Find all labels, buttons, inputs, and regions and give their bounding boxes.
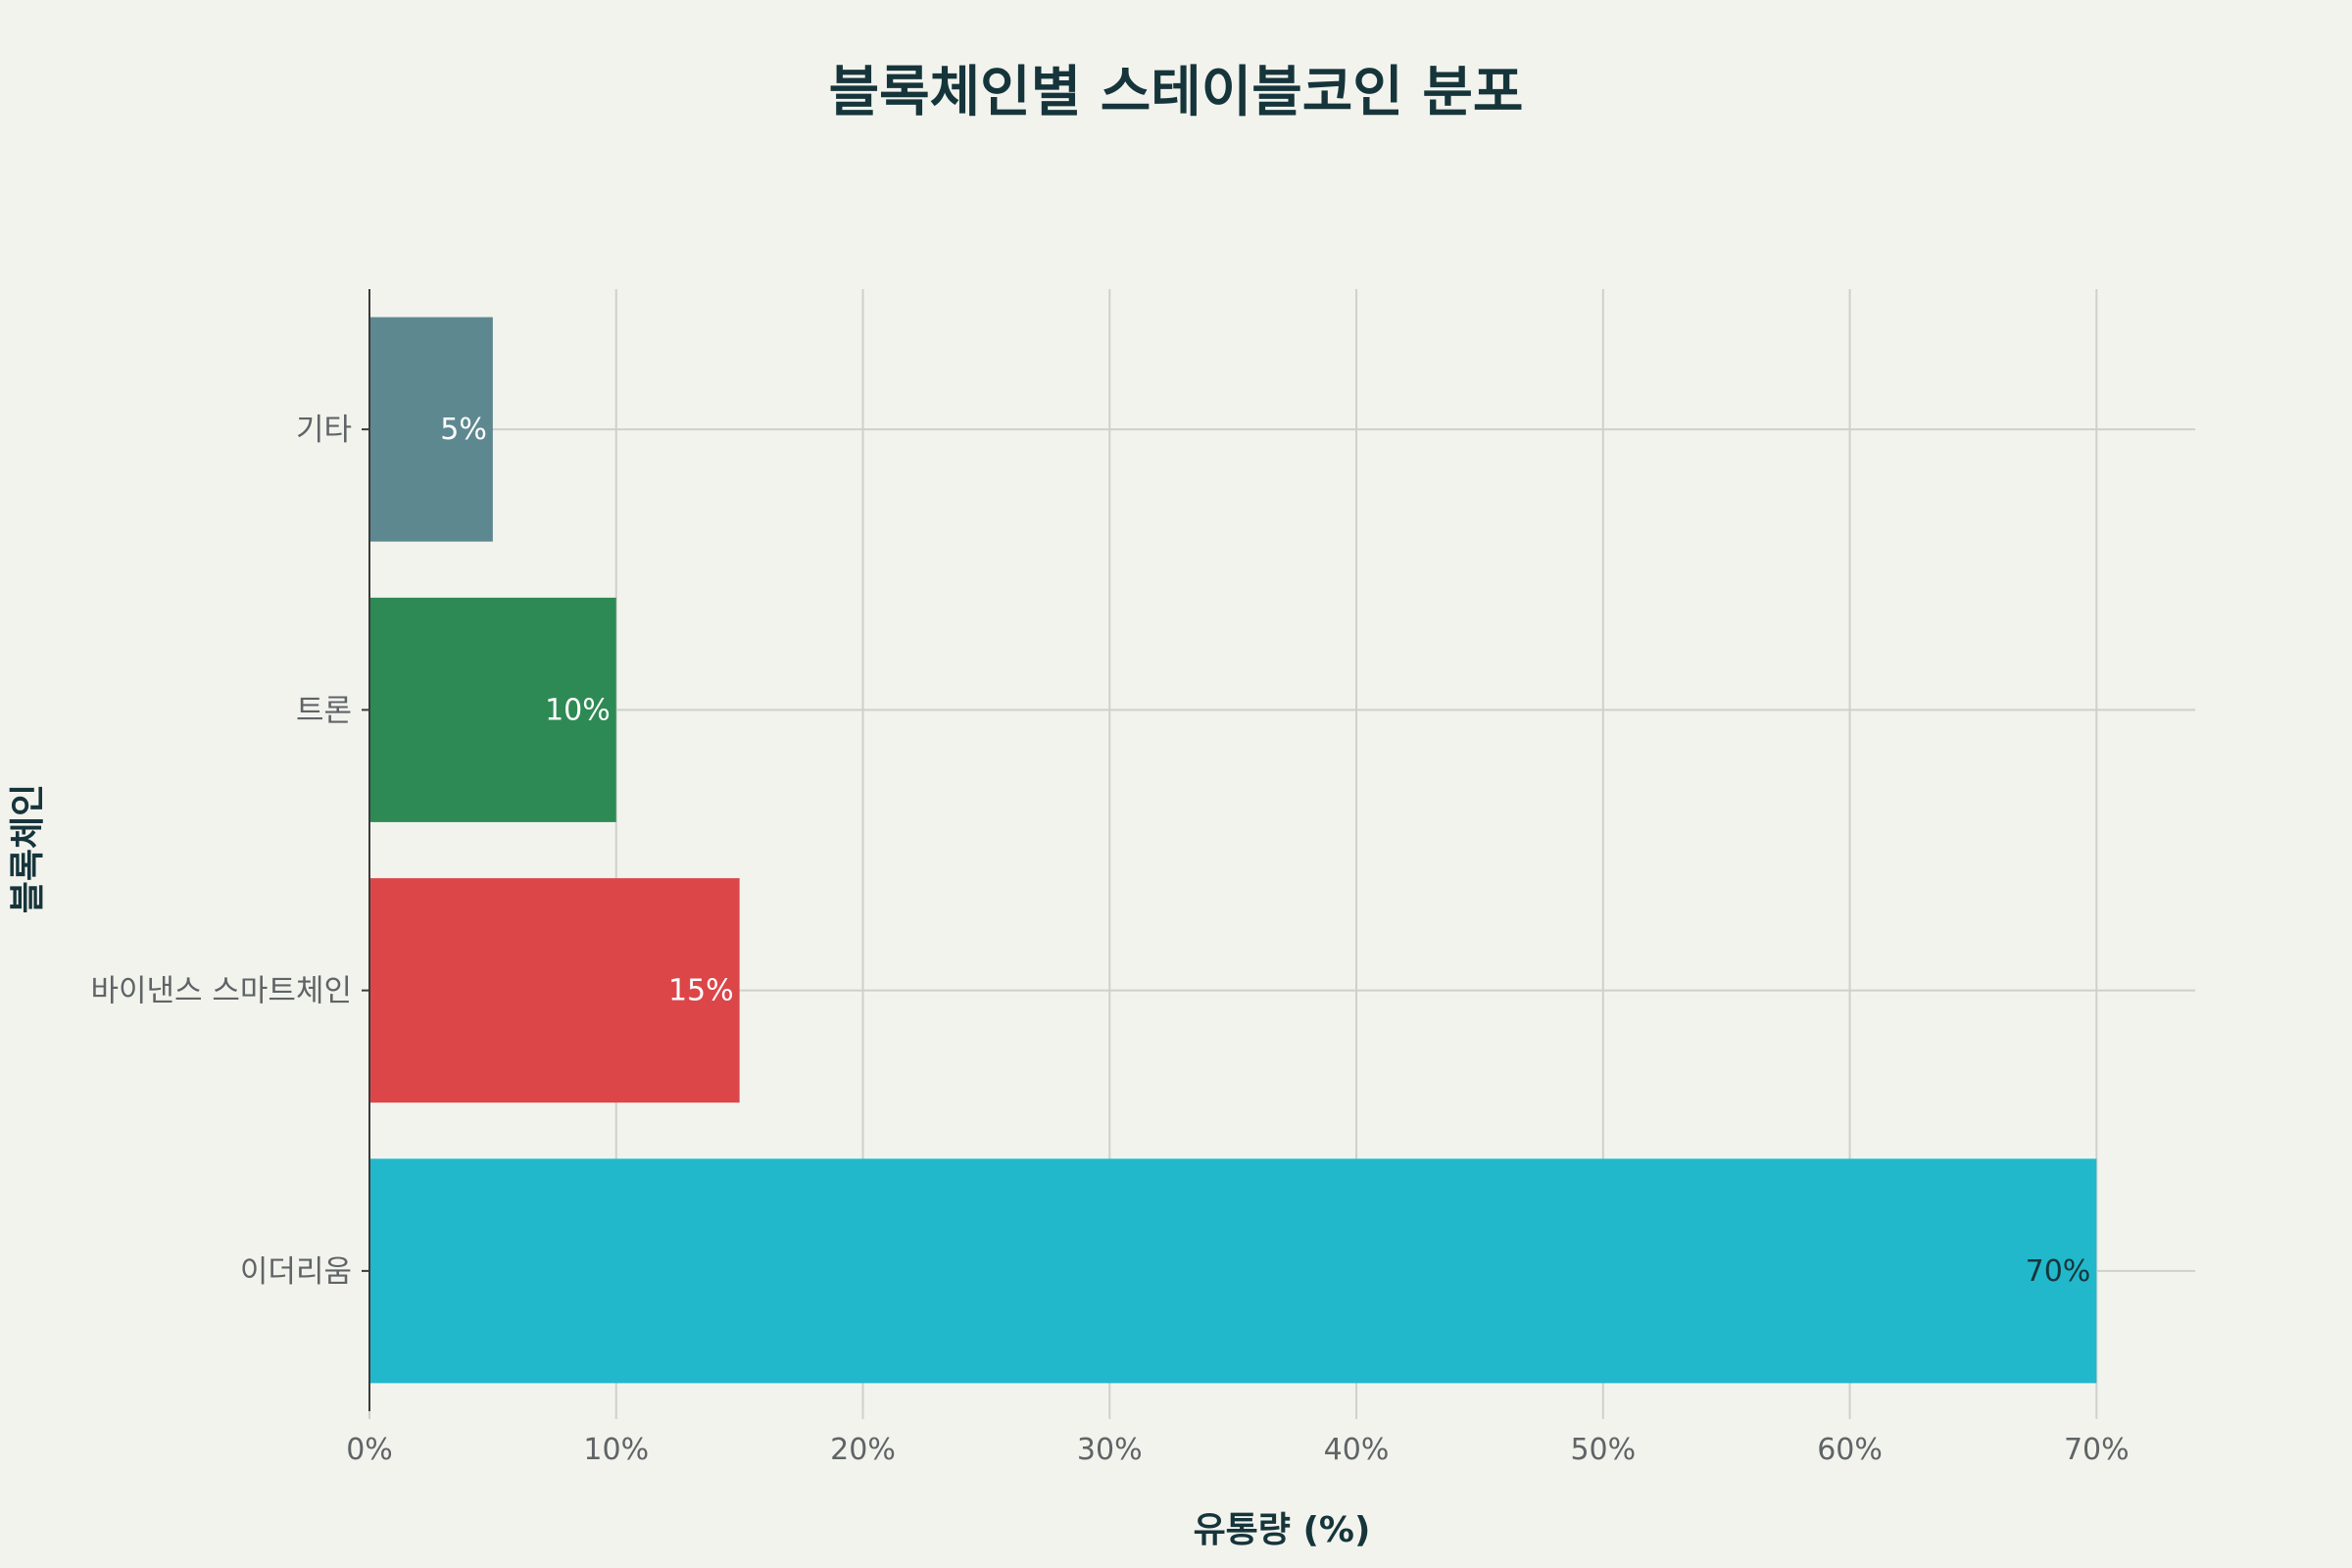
x-tick-label: 60% — [1817, 1433, 1883, 1467]
x-axis-title: 유통량 (%) — [1194, 1510, 1371, 1550]
category-label: 이더리움 — [240, 1254, 352, 1290]
bar-value-label: 15% — [668, 974, 734, 1008]
category-label: 트론 — [296, 693, 352, 728]
bar-value-label: 70% — [2026, 1254, 2091, 1289]
x-tick-label: 0% — [346, 1433, 393, 1467]
bar-value-label: 10% — [545, 693, 611, 727]
x-tick-label: 50% — [1570, 1433, 1636, 1467]
category-label: 바이낸스 스마트체인 — [90, 974, 352, 1009]
bars — [369, 317, 2097, 1384]
x-tick-label: 70% — [2064, 1433, 2130, 1467]
bar-value-label: 5% — [440, 413, 487, 447]
category-label: 기타 — [296, 413, 352, 448]
grid-lines — [369, 289, 2195, 1411]
x-tick-label: 30% — [1077, 1433, 1143, 1467]
y-axis-title: 블록체인 — [8, 784, 48, 913]
x-tick-label: 20% — [830, 1433, 896, 1467]
axes — [362, 289, 2098, 1419]
bar — [369, 1158, 2097, 1384]
bar — [369, 317, 493, 542]
x-tick-label: 10% — [583, 1433, 649, 1467]
labels: 0% 10% 20% 30% 40% 50% 60% 70% 70% 이더리움 15% 바이낸스 스마… — [90, 413, 2129, 1467]
chart-title: 블록체인별 스테이블코인 분포 — [829, 61, 1524, 124]
bar — [369, 878, 740, 1103]
x-tick-label: 40% — [1324, 1433, 1390, 1467]
bar — [369, 597, 616, 822]
